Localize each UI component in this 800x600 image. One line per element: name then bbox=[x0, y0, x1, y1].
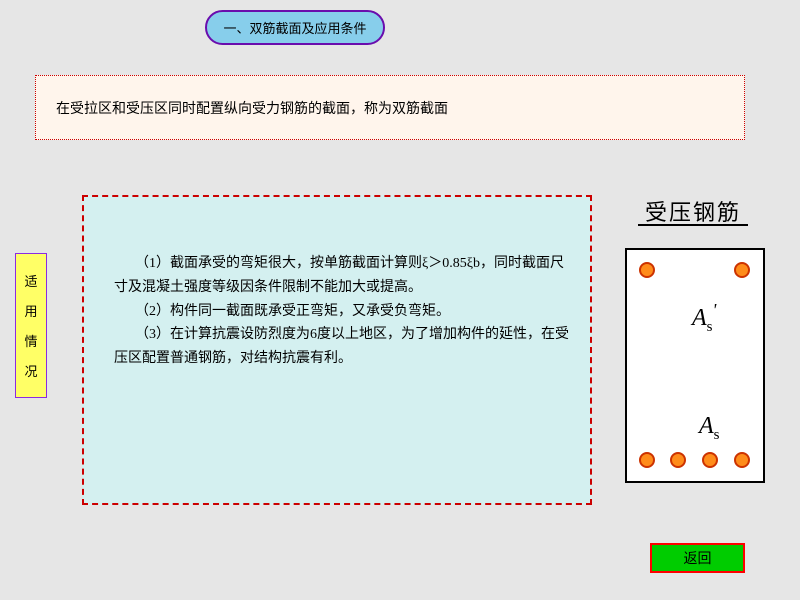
bottom-rebar-icon bbox=[639, 452, 655, 468]
diagram-top-label: 受压钢筋 bbox=[645, 195, 741, 227]
side-char-4: 况 bbox=[24, 361, 37, 380]
diagram-label-underline bbox=[638, 224, 748, 226]
side-char-1: 适 bbox=[24, 271, 37, 290]
top-rebar-icon bbox=[639, 262, 655, 278]
conditions-box: （1）截面承受的弯矩很大，按单筋截面计算则ξ＞0.85ξb，同时截面尺寸及混凝土… bbox=[82, 195, 592, 505]
definition-box: 在受拉区和受压区同时配置纵向受力钢筋的截面，称为双筋截面 bbox=[35, 75, 745, 140]
bottom-rebar-icon bbox=[702, 452, 718, 468]
condition-3: （3）在计算抗震设防烈度为6度以上地区，为了增加构件的延性，在受压区配置普通钢筋… bbox=[114, 323, 572, 371]
cross-section-diagram: As' As bbox=[625, 248, 765, 483]
side-char-2: 用 bbox=[24, 301, 37, 320]
section-title-text: 一、双筋截面及应用条件 bbox=[223, 18, 366, 37]
return-button-label: 返回 bbox=[684, 548, 712, 568]
condition-2: （2）构件同一截面既承受正弯矩，又承受负弯矩。 bbox=[114, 300, 572, 324]
side-label-box: 适 用 情 况 bbox=[15, 253, 47, 398]
section-title-pill: 一、双筋截面及应用条件 bbox=[205, 10, 385, 45]
as-label: As bbox=[699, 413, 720, 444]
as-prime-label: As' bbox=[692, 300, 716, 336]
top-rebar-icon bbox=[734, 262, 750, 278]
condition-1: （1）截面承受的弯矩很大，按单筋截面计算则ξ＞0.85ξb，同时截面尺寸及混凝土… bbox=[114, 252, 572, 300]
return-button[interactable]: 返回 bbox=[650, 543, 745, 573]
bottom-rebar-icon bbox=[734, 452, 750, 468]
definition-text: 在受拉区和受压区同时配置纵向受力钢筋的截面，称为双筋截面 bbox=[56, 98, 448, 118]
side-char-3: 情 bbox=[24, 331, 37, 350]
bottom-rebar-icon bbox=[670, 452, 686, 468]
